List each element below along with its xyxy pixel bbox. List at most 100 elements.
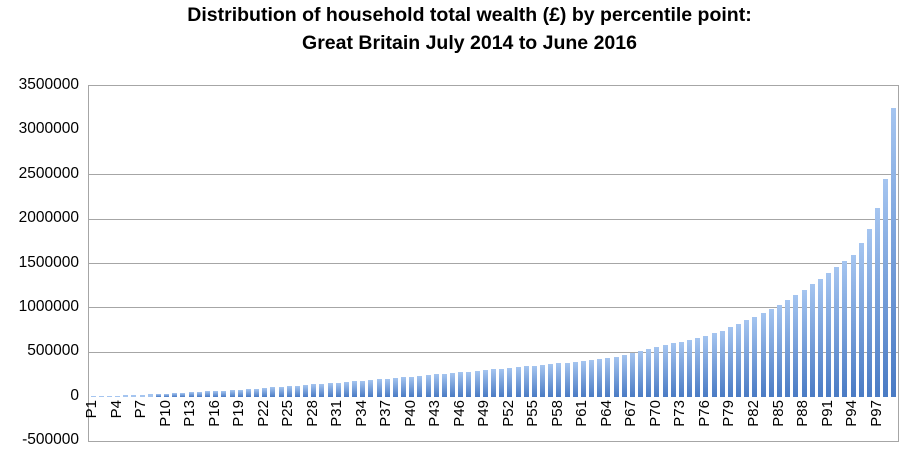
gridline [89, 351, 898, 353]
bar-P31 [335, 382, 341, 397]
bar-P71 [662, 345, 668, 397]
bar-P33 [352, 381, 358, 397]
bar-P39 [401, 377, 407, 397]
x-axis-tick-label: P58 [548, 400, 566, 427]
chart-title: Distribution of household total wealth (… [0, 1, 899, 57]
plot-area [88, 85, 899, 442]
bar-P44 [441, 373, 447, 397]
bar-P77 [711, 333, 717, 397]
bar-P7 [139, 394, 145, 397]
x-axis-tick-label: P37 [377, 400, 395, 427]
bar-P24 [278, 386, 284, 397]
bar-P25 [286, 386, 292, 397]
bar-P95 [858, 243, 864, 397]
bar-P46 [458, 372, 464, 397]
x-axis-tick-label: P34 [352, 400, 370, 427]
x-axis-tick-label: P19 [230, 400, 248, 427]
y-axis-tick-label: 500000 [27, 342, 79, 360]
bar-P89 [809, 284, 815, 397]
bar-P6 [131, 395, 137, 397]
bar-P51 [499, 368, 505, 397]
x-axis-tick-label: P76 [695, 400, 713, 427]
x-axis-tick-label: P1 [83, 400, 101, 419]
x-axis-tick-label: P13 [181, 400, 199, 427]
x-axis-tick-label: P64 [597, 400, 615, 427]
bar-P29 [319, 383, 325, 397]
bar-P8 [147, 394, 153, 397]
y-axis-tick-label: 2000000 [18, 209, 79, 227]
bar-P52 [507, 367, 513, 397]
bar-P13 [188, 392, 194, 397]
bar-P26 [294, 385, 300, 397]
y-axis-tick-label: 2500000 [18, 164, 79, 182]
bar-P3 [106, 395, 112, 397]
x-axis-tick-label: P31 [328, 400, 346, 427]
x-axis-tick-label: P67 [622, 400, 640, 427]
bar-P60 [572, 361, 578, 397]
bar-P22 [262, 388, 268, 397]
bar-P94 [850, 254, 856, 397]
bar-P98 [883, 179, 889, 397]
bar-P48 [474, 370, 480, 397]
bar-P53 [515, 367, 521, 397]
bar-P49 [482, 370, 488, 397]
bar-P23 [270, 387, 276, 397]
bar-P21 [254, 388, 260, 397]
chart-title-line1: Distribution of household total wealth (… [187, 4, 752, 26]
x-axis-tick-label: P49 [475, 400, 493, 427]
x-axis-tick-label: P16 [205, 400, 223, 427]
bar-P1 [90, 395, 96, 397]
bar-P9 [155, 393, 161, 397]
bar-P28 [311, 384, 317, 397]
y-axis-tick-label: 3000000 [18, 120, 79, 138]
x-axis-tick-label: P91 [818, 400, 836, 427]
bar-P32 [343, 381, 349, 397]
bar-P30 [327, 383, 333, 397]
gridline [89, 174, 898, 176]
gridline [89, 263, 898, 264]
bar-P75 [695, 338, 701, 397]
bar-P67 [629, 353, 635, 397]
bar-P42 [425, 375, 431, 397]
x-axis-tick-label: P79 [720, 400, 738, 427]
bar-P93 [842, 261, 848, 397]
y-axis-tick-label: 3500000 [18, 76, 79, 93]
bar-P11 [172, 393, 178, 397]
bar-P73 [678, 341, 684, 397]
bar-P14 [196, 391, 202, 397]
bar-P66 [621, 355, 627, 397]
y-axis-tick-label: 1500000 [18, 253, 79, 271]
bar-P82 [752, 316, 758, 397]
gridline [89, 218, 898, 220]
x-axis-tick-label: P82 [744, 400, 762, 427]
bar-P54 [523, 366, 529, 397]
bar-P64 [605, 358, 611, 397]
bar-P35 [368, 380, 374, 397]
bar-P20 [245, 389, 251, 397]
bar-P83 [760, 313, 766, 397]
bar-P72 [670, 343, 676, 397]
x-axis-tick-label: P70 [646, 400, 664, 427]
bar-P58 [556, 363, 562, 397]
bar-P41 [417, 375, 423, 397]
bar-P45 [450, 373, 456, 397]
bar-P85 [777, 304, 782, 397]
bar-P63 [597, 359, 603, 397]
bar-P27 [303, 385, 309, 397]
x-axis-tick-label: P40 [401, 400, 419, 427]
bar-P62 [589, 360, 595, 397]
bar-P97 [875, 208, 881, 397]
bar-P79 [727, 327, 733, 397]
bar-P76 [703, 336, 709, 397]
chart-title-line2: Great Britain July 2014 to June 2016 [302, 32, 637, 54]
bar-P19 [237, 389, 243, 397]
x-axis-tick-label: P88 [794, 400, 812, 427]
bar-P68 [638, 351, 644, 397]
x-axis-tick-label: P25 [279, 400, 297, 427]
bar-P86 [785, 300, 791, 397]
bar-P92 [834, 267, 840, 397]
bar-P74 [687, 340, 693, 397]
bar-P90 [817, 279, 823, 397]
x-axis-tick-label: P73 [671, 400, 689, 427]
